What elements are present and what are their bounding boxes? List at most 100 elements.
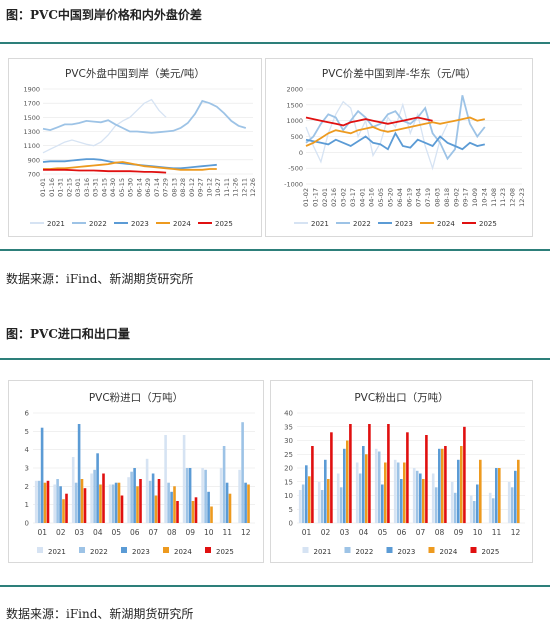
y-tick-label: 1000: [286, 117, 303, 125]
panel-import: PVC粉进口（万吨） 0 1 2 3 4 5 6 01 02 03 04 05 06 07 08 09 10 11 1…: [8, 380, 264, 563]
bar-2025: [425, 435, 428, 523]
y-tick-label: 1900: [23, 86, 40, 94]
bar-2023: [305, 465, 308, 524]
x-tick-label: 08-28: [179, 178, 187, 197]
x-tick-label: 09-27: [197, 178, 205, 197]
bar-2024: [498, 468, 501, 523]
x-tick-label: 08-03: [433, 188, 441, 207]
y-tick-label: 4: [25, 446, 30, 454]
x-tick-label: 09-12: [188, 178, 196, 197]
y-tick-label: 1: [25, 501, 29, 509]
bar-2022: [56, 479, 59, 523]
y-tick-label: 2000: [286, 86, 303, 94]
bar-2023: [225, 482, 229, 523]
bar-2025: [387, 424, 390, 523]
bar-2023: [514, 470, 517, 524]
bar-2025: [311, 446, 314, 523]
legend-label-2021: 2021: [314, 548, 332, 556]
x-tick-label: 11-11: [223, 178, 231, 197]
bar-2023: [207, 491, 210, 523]
x-tick-label: 05: [111, 528, 121, 537]
x-tick-label: 11: [222, 528, 232, 537]
x-tick-label: 11: [492, 528, 502, 537]
chart-title: PVC粉进口（万吨）: [89, 391, 183, 404]
x-tick-label: 10-09: [471, 188, 479, 207]
x-tick-label: 12-23: [518, 188, 526, 207]
bar-2024: [403, 462, 406, 523]
bar-2023: [96, 453, 99, 523]
bar-2025: [368, 424, 371, 523]
series-line-2021: [42, 98, 167, 154]
bar-2024: [154, 495, 158, 523]
bar-2024: [365, 454, 368, 524]
bar-2025: [194, 497, 198, 523]
bar-2021: [127, 477, 130, 523]
bar-2021: [182, 435, 186, 523]
x-tick-label: 01: [302, 528, 312, 537]
x-tick-label: 12-26: [249, 178, 257, 197]
y-tick-label: 30: [284, 437, 293, 445]
bar-2024: [80, 479, 84, 523]
chart-cif-price: PVC外盘中国到岸（美元/吨） 700 900 1100 1300 1500 1700 190…: [23, 67, 257, 228]
y-tick-label: 1300: [23, 128, 40, 136]
y-tick-label: 500: [291, 133, 303, 141]
bar-2023: [457, 459, 460, 524]
bar-2024: [43, 482, 47, 523]
legend-label-2024: 2024: [440, 548, 458, 556]
section-1-bottom-rule: [0, 249, 550, 251]
bar-2024: [346, 440, 349, 523]
y-tick-label: 1700: [23, 100, 40, 108]
bar-2021: [431, 473, 435, 523]
x-tick-label: 12-11: [240, 178, 248, 197]
bar-2021: [469, 495, 473, 523]
x-tick-label: 11-08: [490, 188, 498, 207]
bar-2021: [238, 469, 241, 523]
y-tick-label: -500: [288, 165, 303, 173]
x-tick-label: 03-16: [83, 178, 91, 197]
series-line-2022: [305, 95, 486, 161]
x-tick-label: 11-26: [232, 178, 240, 197]
panel-cif-price: PVC外盘中国到岸（美元/吨） 700 900 1100 1300 1500 1700 190…: [8, 58, 262, 237]
y-tick-label: 0: [25, 520, 29, 528]
x-tick-label: 09: [454, 528, 464, 537]
bar-2022: [241, 422, 244, 523]
y-tick-label: 25: [284, 451, 293, 459]
legend-swatch-2024: [163, 547, 169, 553]
bar-2022: [491, 498, 495, 524]
bar-2024: [62, 499, 65, 523]
bar-2025: [65, 493, 68, 523]
x-tick-label: 07: [148, 528, 158, 537]
title-rule-2: [0, 358, 550, 360]
x-tick-label: 02-16: [330, 188, 338, 207]
section-1-source: 数据来源：iFind、新湖期货研究所: [6, 272, 194, 286]
x-tick-label: 09-02: [452, 188, 460, 207]
x-tick-label: 04: [93, 528, 103, 537]
x-tick-label: 06-04: [396, 188, 404, 207]
bar-2023: [324, 459, 327, 524]
x-tick-label: 10-27: [214, 178, 222, 197]
bar-2021: [488, 492, 492, 524]
chart-title: PVC价差中国到岸-华东（元/吨）: [322, 67, 476, 80]
x-tick-label: 10: [204, 528, 214, 537]
legend-label-2024: 2024: [173, 220, 191, 228]
bar-2025: [157, 479, 161, 523]
x-tick-label: 03-02: [340, 188, 348, 207]
y-tick-label: 1500: [286, 101, 303, 109]
bar-2022: [510, 487, 514, 524]
bar-2024: [384, 462, 387, 523]
x-tick-label: 05: [378, 528, 388, 537]
legend-label-2022: 2022: [356, 548, 374, 556]
legend-label-2023: 2023: [398, 548, 416, 556]
legend-swatch-2023: [386, 547, 393, 553]
bar-2024: [308, 476, 311, 524]
legend-swatch-2023: [121, 547, 127, 553]
y-tick-label: 900: [28, 156, 40, 164]
bar-2023: [133, 468, 136, 523]
y-tick-label: 3: [25, 465, 29, 473]
bar-2023: [59, 486, 62, 523]
x-tick-label: 01-31: [57, 178, 65, 197]
bar-2023: [40, 427, 44, 523]
legend-swatch-2022: [79, 547, 85, 553]
legend-label-2024: 2024: [437, 220, 455, 228]
bar-2021: [164, 435, 167, 523]
